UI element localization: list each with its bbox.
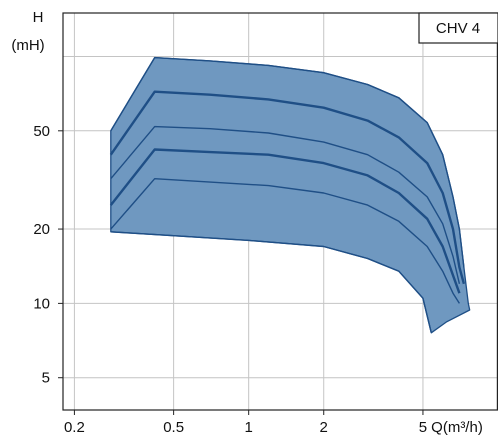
x-tick-label: 1	[245, 419, 253, 436]
y-tick-label: 20	[33, 221, 50, 238]
y-tick-label: 5	[42, 370, 50, 387]
curve-series-3	[110, 125, 461, 284]
curve-series-1	[110, 56, 465, 268]
y-tick-label: 50	[33, 123, 50, 140]
chart-title: CHV 4	[436, 20, 480, 37]
y-axis-label-line1: H	[33, 9, 44, 26]
performance-curves	[109, 56, 466, 333]
performance-envelope	[110, 56, 471, 334]
plot-frame	[62, 12, 498, 411]
chart-title-box: CHV 4	[418, 12, 498, 44]
curve-series-6	[110, 231, 432, 333]
envelope-area	[110, 56, 471, 334]
x-axis-label: Q(m³/h)	[431, 419, 483, 436]
x-axis-ticks: 0.2 0.5 1 2 5	[64, 410, 427, 436]
curve-series-5	[110, 177, 460, 304]
x-tick-label: 0.5	[163, 419, 184, 436]
x-tick-label: 2	[320, 419, 328, 436]
y-tick-label: 10	[33, 295, 50, 312]
x-tick-label: 0.2	[64, 419, 85, 436]
curve-series-4	[109, 148, 461, 294]
x-tick-label: 5	[419, 419, 427, 436]
y-axis-label-line2: (mH)	[11, 37, 44, 54]
y-axis-ticks: 5 10 20 50	[33, 123, 63, 387]
curve-series-2	[109, 90, 466, 285]
